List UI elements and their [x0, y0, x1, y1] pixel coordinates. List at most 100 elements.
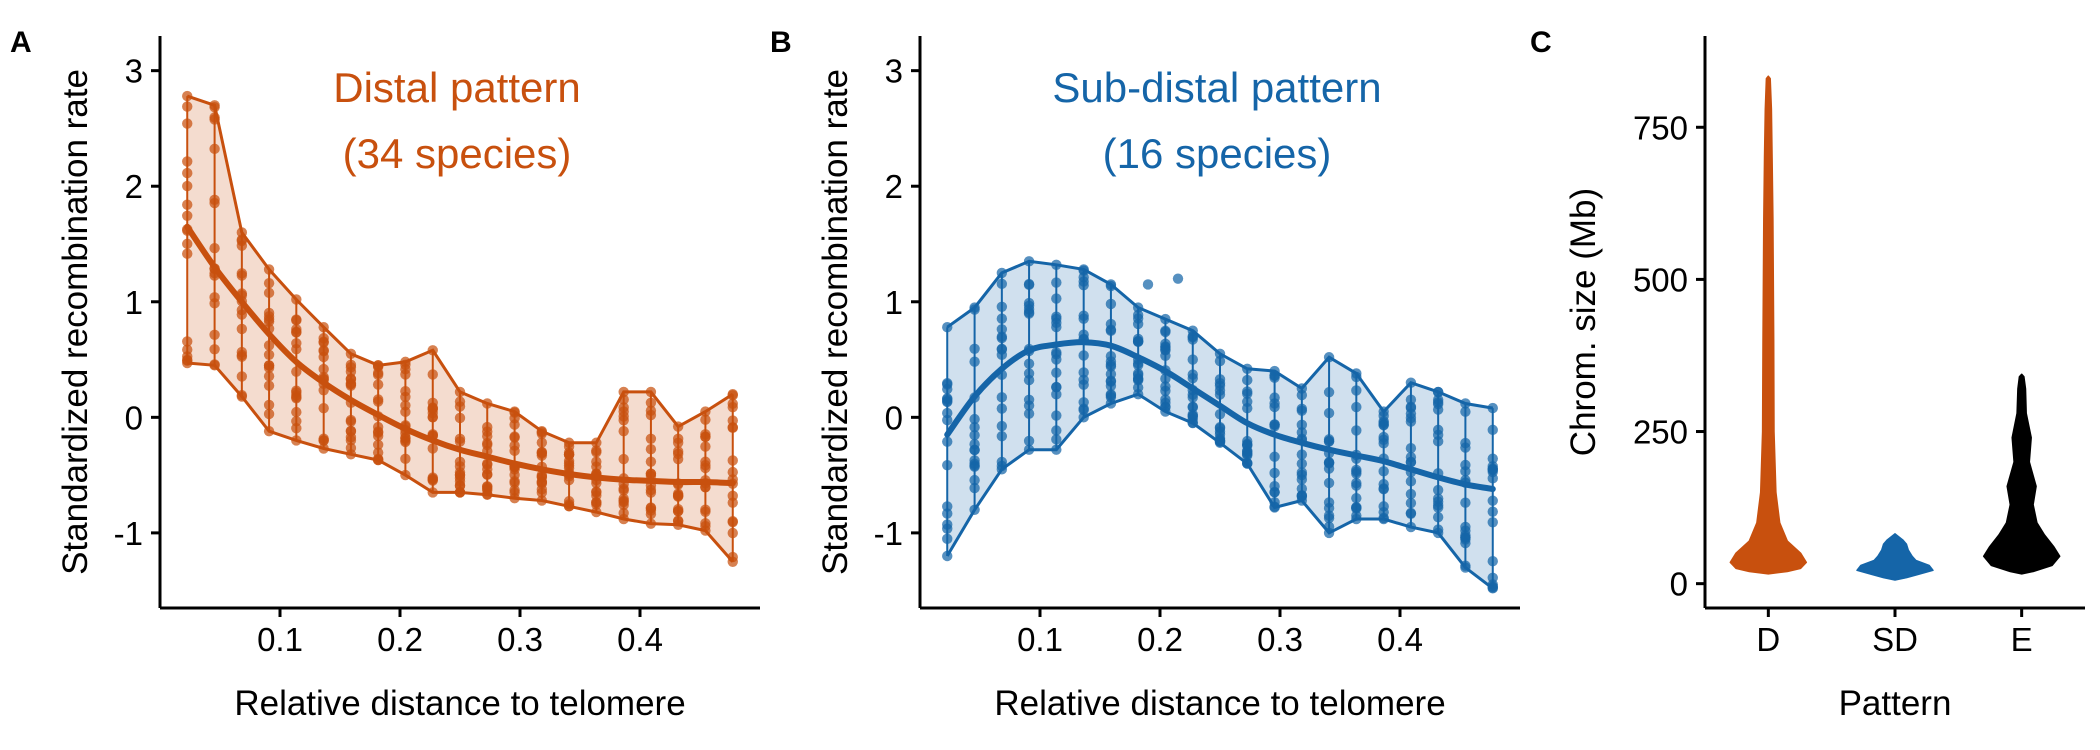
data-point [1105, 298, 1117, 310]
data-point [209, 242, 220, 254]
data-point [1078, 272, 1089, 283]
data-point [482, 437, 493, 449]
data-point [345, 442, 357, 454]
data-point [1105, 351, 1117, 362]
x-tick-label: 0.2 [377, 621, 423, 658]
data-point [727, 516, 738, 528]
data-point [1132, 333, 1144, 345]
data-point [263, 360, 275, 371]
data-point [1378, 434, 1389, 446]
data-point [1242, 396, 1253, 408]
data-point [672, 433, 684, 445]
data-point [1051, 321, 1062, 333]
data-point [1051, 277, 1062, 288]
data-point [454, 396, 466, 407]
data-point [1172, 273, 1184, 284]
panel-a-plot: 0.1 0.2 0.3 0.4 -1 0 1 2 3 Relative distance to t… [56, 36, 760, 723]
data-point [618, 406, 629, 417]
data-point [372, 379, 384, 390]
data-point [263, 408, 275, 420]
data-point [1214, 389, 1226, 400]
data-point [996, 332, 1008, 344]
data-point [1460, 497, 1471, 508]
data-point [427, 411, 438, 423]
data-point [700, 504, 711, 515]
data-point [209, 344, 220, 355]
data-point [1487, 506, 1498, 517]
data-point [1296, 458, 1308, 469]
data-point [591, 445, 602, 456]
panel-letter-b: B [770, 26, 792, 59]
data-point [1432, 511, 1444, 523]
data-point [1269, 467, 1280, 479]
data-point [400, 453, 411, 465]
y-tick-label: 1 [125, 284, 143, 321]
data-point [727, 422, 738, 434]
data-point [1351, 492, 1362, 504]
data-point [1487, 495, 1498, 506]
data-point [942, 501, 953, 512]
data-point [1405, 497, 1417, 509]
data-point [1432, 404, 1444, 415]
data-point [969, 413, 980, 425]
panel-letter-c: C [1530, 26, 1552, 59]
data-point [1432, 484, 1444, 496]
data-point [1351, 464, 1362, 476]
data-point [263, 311, 275, 322]
data-point [263, 370, 275, 382]
data-point [1078, 310, 1089, 321]
data-point [536, 487, 548, 498]
panel-a-title-line1: Distal pattern [333, 64, 580, 111]
data-point [996, 431, 1008, 442]
data-point [209, 143, 220, 155]
data-point [345, 378, 357, 389]
y-tick-label: -1 [874, 515, 903, 552]
data-point [996, 403, 1008, 414]
data-point [482, 469, 493, 480]
panel-b-plot: 0.1 0.2 0.3 0.4 -1 0 1 2 3 Relative distance to t… [816, 36, 1520, 723]
data-point [1378, 506, 1389, 518]
data-point [1160, 338, 1171, 350]
data-point [372, 396, 384, 407]
data-point [1378, 419, 1389, 430]
data-point [1078, 280, 1089, 291]
x-axis-title: Relative distance to telomere [234, 684, 685, 723]
data-point [1269, 451, 1280, 462]
violin-sd [1856, 533, 1934, 581]
data-point [318, 435, 329, 446]
violin-e [1982, 373, 2061, 575]
data-point [1078, 367, 1089, 378]
data-point [996, 343, 1008, 355]
data-point [236, 240, 248, 251]
y-tick-label: 3 [125, 53, 143, 90]
data-point [1160, 350, 1171, 362]
data-point [1105, 390, 1117, 401]
y-axis-title: Standardized recombination rate [816, 69, 855, 575]
data-point [400, 364, 411, 375]
y-axis-title: Chrom. size (Mb) [1564, 188, 1603, 456]
data-point [1323, 407, 1335, 419]
data-point [1214, 408, 1226, 420]
data-point [1460, 406, 1471, 417]
data-point [1296, 449, 1308, 460]
data-point [996, 324, 1008, 335]
data-point [969, 304, 980, 315]
data-point [372, 427, 384, 438]
trend-line [184, 223, 736, 487]
data-point [1214, 378, 1226, 389]
data-point [1378, 478, 1389, 490]
data-point [1051, 293, 1062, 304]
data-point [1405, 451, 1417, 463]
data-point [1269, 421, 1280, 432]
data-point [1487, 453, 1498, 464]
data-point [645, 409, 657, 421]
data-point [1432, 394, 1444, 405]
data-point [236, 346, 248, 358]
data-point [1051, 367, 1062, 378]
data-point [727, 497, 738, 508]
data-point [969, 343, 980, 354]
y-tick-label: 2 [885, 168, 903, 205]
data-point [209, 292, 220, 303]
data-point [318, 346, 329, 357]
